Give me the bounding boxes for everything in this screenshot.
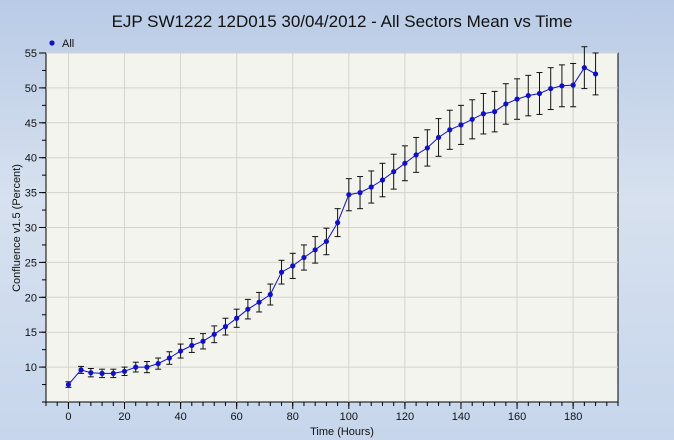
data-point <box>65 381 72 388</box>
data-points <box>65 65 599 388</box>
x-tick-label: 100 <box>340 411 358 423</box>
x-tick-label: 0 <box>65 411 71 423</box>
x-tick-label: 180 <box>564 411 582 423</box>
data-point <box>222 324 229 330</box>
y-tick-label: 40 <box>25 153 37 165</box>
x-tick-label: 140 <box>452 411 470 423</box>
data-point <box>570 82 576 88</box>
data-point <box>99 370 105 376</box>
x-tick-label: 40 <box>174 411 186 423</box>
data-point <box>177 348 184 354</box>
data-point <box>368 184 374 190</box>
x-axis-label: Time (Hours) <box>310 426 374 438</box>
data-point <box>346 192 352 198</box>
legend-marker <box>49 40 55 46</box>
data-point <box>391 169 397 175</box>
y-tick-label: 35 <box>25 188 37 200</box>
legend-label: All <box>62 38 74 50</box>
data-point <box>110 370 116 376</box>
x-tick-label: 20 <box>118 411 130 423</box>
data-point <box>402 160 408 166</box>
data-point <box>435 134 442 141</box>
data-point <box>256 299 262 305</box>
data-point <box>525 92 531 99</box>
legend: All <box>49 38 74 50</box>
data-point <box>312 247 318 253</box>
data-point <box>245 306 251 312</box>
data-point <box>323 238 329 245</box>
data-point <box>234 315 240 321</box>
data-point <box>211 331 217 337</box>
data-point <box>335 220 341 226</box>
data-point <box>424 145 430 151</box>
x-tick-label: 120 <box>396 411 414 423</box>
y-tick-label: 50 <box>25 83 37 95</box>
data-point <box>78 367 84 373</box>
data-point <box>166 355 172 361</box>
data-point <box>267 291 273 298</box>
y-tick-label: 10 <box>25 362 37 374</box>
data-point <box>503 101 509 107</box>
y-tick-label: 45 <box>25 118 37 130</box>
data-point <box>469 116 475 122</box>
data-point <box>379 177 386 183</box>
data-point <box>301 254 307 261</box>
data-point <box>121 368 128 374</box>
y-tick-label: 30 <box>25 223 37 235</box>
x-tick-label: 60 <box>231 411 243 423</box>
data-point <box>413 152 419 158</box>
y-tick-label: 15 <box>25 327 37 339</box>
data-point <box>155 361 161 367</box>
data-point <box>458 122 464 128</box>
y-tick-label: 55 <box>25 48 37 60</box>
data-point <box>581 65 587 71</box>
data-point <box>536 90 543 97</box>
data-point <box>278 269 285 275</box>
x-tick-label: 160 <box>508 411 526 423</box>
data-point <box>480 111 487 117</box>
chart-title: EJP SW1222 12D015 30/04/2012 - All Secto… <box>112 12 573 31</box>
data-point <box>133 364 139 370</box>
y-tick-labels: 10 15 20 25 30 35 40 45 50 55 <box>25 48 37 374</box>
data-point <box>290 263 296 269</box>
data-point <box>492 109 498 115</box>
data-point <box>200 338 206 344</box>
data-point <box>88 370 94 376</box>
data-point <box>548 85 554 92</box>
data-point <box>559 83 565 89</box>
y-tick-label: 20 <box>25 292 37 304</box>
data-point <box>144 364 150 370</box>
y-tick-label: 25 <box>25 257 37 269</box>
data-point <box>189 342 195 349</box>
y-axis-label: Confluence v1.5 (Percent) <box>11 164 23 292</box>
x-tick-label: 80 <box>287 411 299 423</box>
x-tick-labels: 0 20 40 60 80 100 120 140 160 180 <box>65 411 582 423</box>
data-point <box>592 71 599 77</box>
data-point <box>357 190 363 196</box>
data-point <box>514 96 520 102</box>
axis-ticks <box>39 52 619 409</box>
data-point <box>447 127 453 133</box>
